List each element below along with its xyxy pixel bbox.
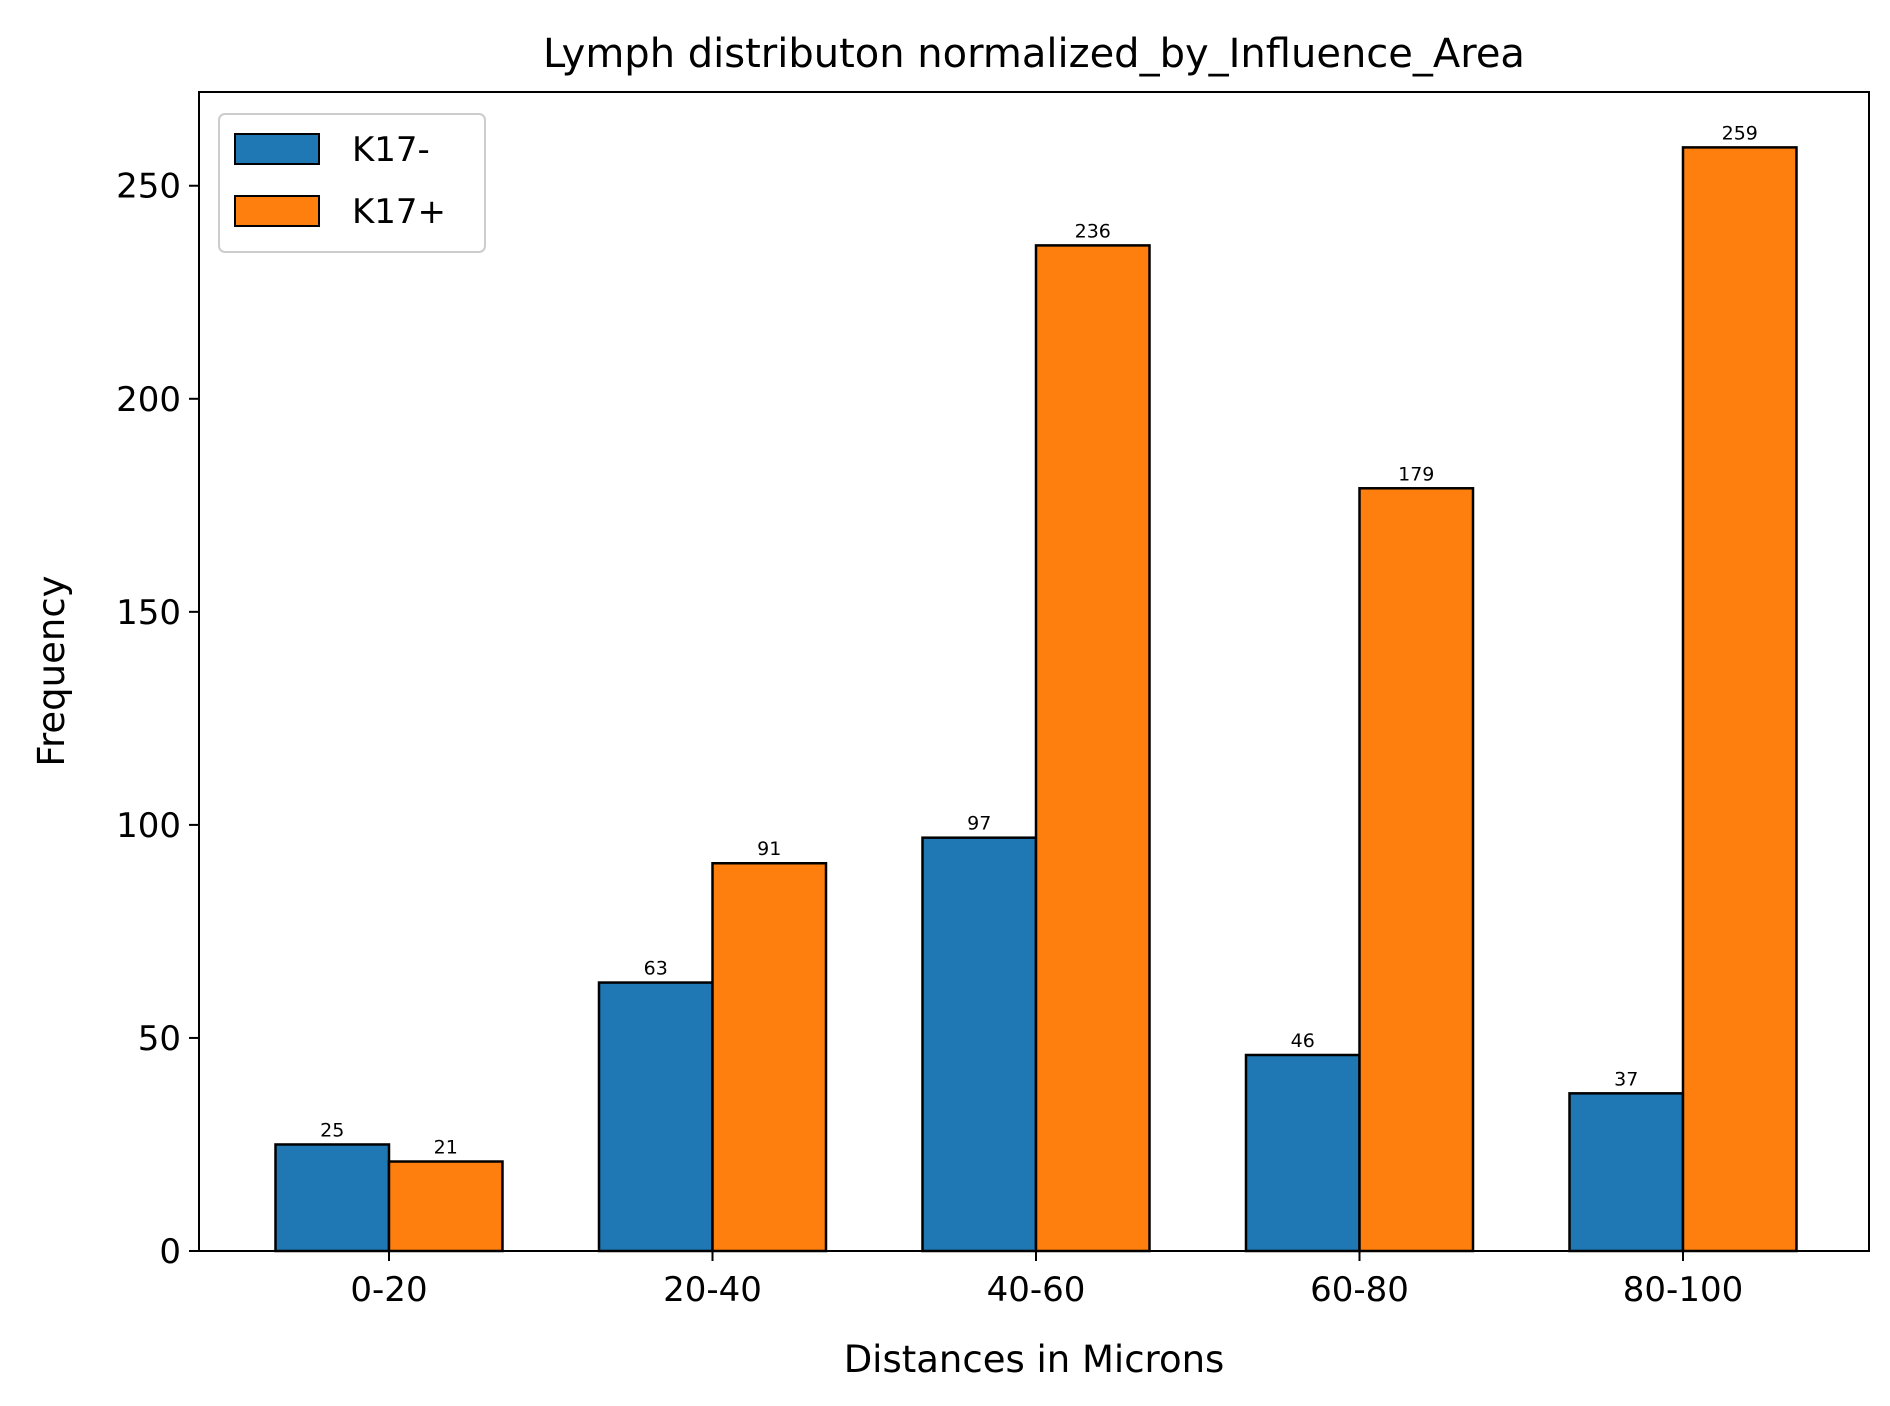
y-tick-label: 150 bbox=[116, 593, 181, 633]
x-tick-label: 60-80 bbox=[1310, 1270, 1409, 1310]
y-tick-label: 0 bbox=[159, 1232, 181, 1272]
bar bbox=[711, 861, 828, 1253]
bar-value-label: 25 bbox=[320, 1119, 344, 1141]
x-axis-label: Distances in Microns bbox=[844, 1338, 1225, 1381]
y-tick-label: 200 bbox=[116, 380, 181, 420]
bar-value-label: 179 bbox=[1398, 463, 1434, 485]
legend-swatch-k17-plus bbox=[234, 195, 320, 227]
bar bbox=[1358, 487, 1475, 1253]
bar bbox=[1681, 146, 1798, 1253]
y-tick-label: 100 bbox=[116, 806, 181, 846]
legend: K17- K17+ bbox=[218, 113, 486, 253]
chart-title: Lymph distributon normalized_by_Influenc… bbox=[543, 31, 1525, 77]
bar-value-label: 259 bbox=[1722, 122, 1758, 144]
value-labels: 25 63 97 46 37 21 91 236 179 259 bbox=[320, 122, 1758, 1158]
bar bbox=[1568, 1092, 1685, 1253]
x-tick-label: 0-20 bbox=[350, 1270, 427, 1310]
y-axis: 0 50 100 150 200 250 bbox=[116, 167, 199, 1272]
bar-value-label: 21 bbox=[434, 1137, 458, 1159]
y-tick-label: 250 bbox=[116, 167, 181, 207]
bar bbox=[1244, 1053, 1361, 1253]
legend-label-k17-plus: K17+ bbox=[352, 192, 446, 232]
x-axis: 0-20 20-40 40-60 60-80 80-100 bbox=[350, 1251, 1743, 1310]
x-tick-label: 20-40 bbox=[663, 1270, 762, 1310]
bar bbox=[921, 836, 1038, 1253]
bar bbox=[387, 1160, 504, 1253]
bar-value-label: 37 bbox=[1614, 1068, 1638, 1090]
bar-value-label: 97 bbox=[967, 813, 991, 835]
bar-value-label: 91 bbox=[757, 838, 781, 860]
y-axis-label: Frequency bbox=[30, 575, 73, 766]
legend-swatch-k17-minus bbox=[234, 133, 320, 165]
x-tick-label: 40-60 bbox=[987, 1270, 1086, 1310]
legend-label-k17-minus: K17- bbox=[352, 130, 430, 170]
bar-value-label: 46 bbox=[1291, 1030, 1315, 1052]
bar-value-label: 236 bbox=[1075, 220, 1111, 242]
bar bbox=[1034, 244, 1151, 1253]
bars bbox=[274, 146, 1798, 1253]
x-tick-label: 80-100 bbox=[1623, 1270, 1743, 1310]
bar bbox=[597, 981, 714, 1253]
y-tick-label: 50 bbox=[138, 1019, 181, 1059]
bar bbox=[274, 1143, 391, 1253]
plot-frame bbox=[198, 91, 1870, 1252]
bar-value-label: 63 bbox=[644, 958, 668, 980]
